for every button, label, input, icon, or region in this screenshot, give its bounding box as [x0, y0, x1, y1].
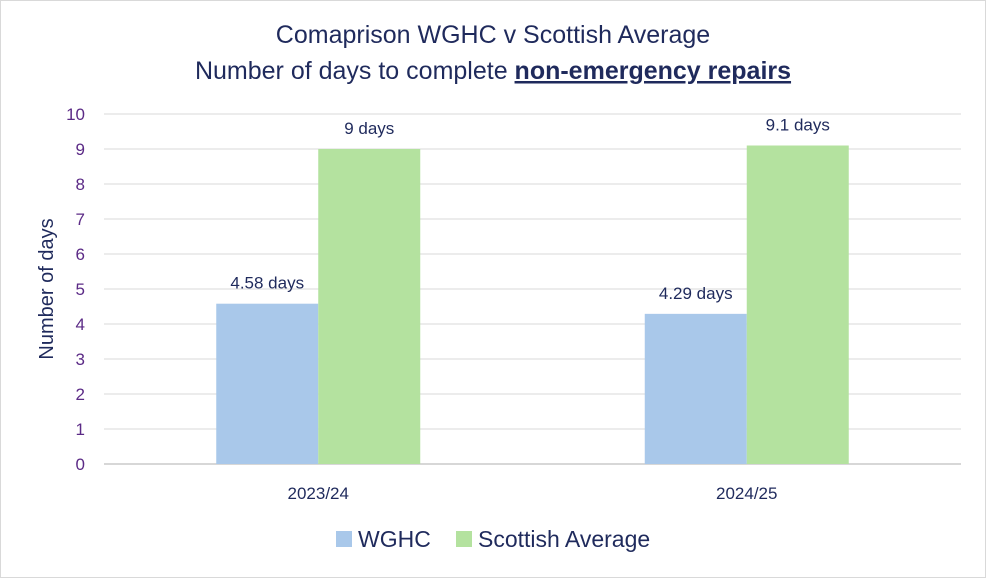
chart-title: Comaprison WGHC v Scottish Average Numbe…	[195, 21, 791, 85]
bar-wghc	[644, 313, 747, 464]
x-axis-ticks: 2023/24 2024/25	[288, 484, 778, 503]
data-label: 4.58 days	[230, 274, 304, 293]
chart-title-line1: Comaprison WGHC v Scottish Average	[276, 21, 710, 49]
bar-scottish-average	[746, 145, 849, 464]
chart-title-prefix: Number of days to complete	[195, 57, 515, 85]
y-tick-label: 1	[76, 420, 85, 439]
y-tick-label: 0	[76, 455, 85, 474]
data-label: 4.29 days	[659, 284, 733, 303]
bar-wghc	[216, 303, 319, 464]
x-tick-label: 2023/24	[288, 484, 349, 503]
y-tick-label: 5	[76, 280, 85, 299]
legend-swatch	[336, 531, 352, 547]
bars: 4.58 days 9 days 4.29 days 9.1 days	[216, 116, 849, 464]
legend-label: Scottish Average	[478, 526, 650, 552]
legend-label: WGHC	[358, 526, 431, 552]
y-tick-label: 10	[66, 105, 85, 124]
y-tick-label: 9	[76, 140, 85, 159]
y-tick-label: 3	[76, 350, 85, 369]
bar-scottish-average	[318, 149, 421, 464]
x-tick-label: 2024/25	[716, 484, 777, 503]
y-tick-label: 8	[76, 175, 85, 194]
chart-title-line2: Number of days to complete non-emergency…	[195, 57, 791, 85]
data-label: 9 days	[344, 119, 394, 138]
y-tick-label: 4	[76, 315, 85, 334]
y-axis-label: Number of days	[36, 218, 58, 359]
y-tick-label: 2	[76, 385, 85, 404]
chart-title-emphasis: non-emergency repairs	[515, 57, 792, 85]
y-axis-ticks: 0 1 2 3 4 5 6 7 8 9 10	[66, 105, 85, 474]
legend: WGHC Scottish Average	[336, 526, 650, 552]
y-tick-label: 7	[76, 210, 85, 229]
y-tick-label: 6	[76, 245, 85, 264]
legend-swatch	[456, 531, 472, 547]
data-label: 9.1 days	[766, 116, 830, 135]
